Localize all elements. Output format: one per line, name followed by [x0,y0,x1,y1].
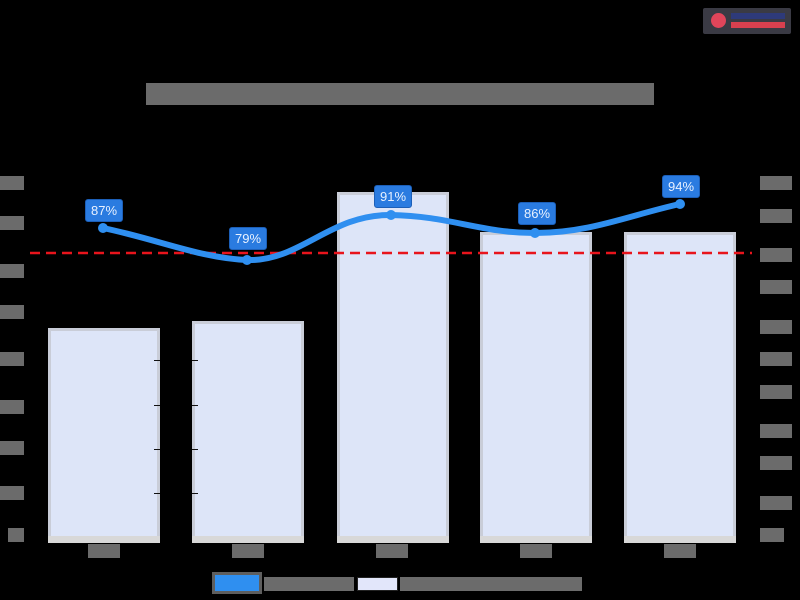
brand-logo [703,8,791,34]
logo-text-line-2 [731,22,785,28]
data-label: 79% [229,227,268,250]
legend-label-bar [400,577,582,591]
bar-1 [48,328,160,536]
data-label: 86% [518,202,557,225]
bar-5 [624,232,736,536]
logo-text-line-1 [731,13,785,19]
data-label: 87% [85,199,124,222]
globe-icon [711,13,726,28]
data-label: 94% [662,175,701,198]
bar-4 [480,232,592,536]
chart-title [146,83,654,105]
legend-swatch-bar [357,577,398,591]
legend-swatch-line [212,572,262,594]
bar-2 [192,321,304,536]
data-label: 91% [374,185,413,208]
legend-label-line [264,577,354,591]
bar-3 [337,192,449,536]
